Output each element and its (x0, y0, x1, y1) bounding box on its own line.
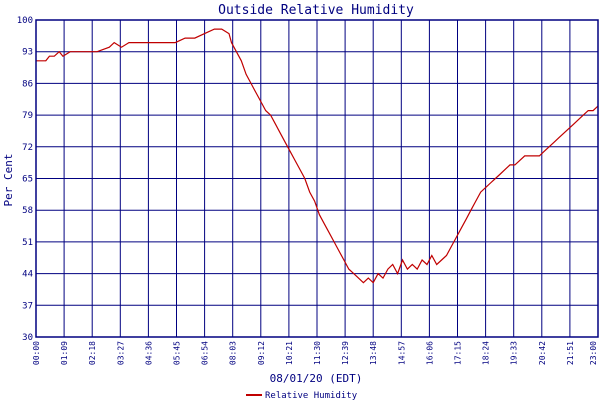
y-tick-label: 30 (22, 333, 33, 343)
x-axis-label: 08/01/20 (EDT) (270, 372, 363, 385)
x-tick-label: 13:48 (369, 341, 378, 365)
x-axis-ticks: 00:00 01:09 02:18 03:27 04:36 05:45 06:54 08:03… (32, 341, 598, 365)
x-tick-label: 12:39 (341, 341, 350, 365)
grid (35, 19, 599, 338)
y-tick-label: 58 (22, 206, 33, 216)
x-tick-label: 20:42 (538, 341, 547, 365)
y-tick-label: 51 (22, 238, 33, 248)
x-tick-label: 10:21 (285, 341, 294, 365)
x-tick-label: 14:57 (397, 341, 406, 365)
x-tick-label: 23:00 (589, 341, 598, 365)
x-tick-label: 08:03 (229, 341, 238, 365)
y-tick-label: 44 (22, 270, 33, 280)
x-tick-label: 03:27 (116, 341, 125, 365)
y-tick-label: 93 (22, 48, 33, 58)
y-axis-ticks: 30 37 44 51 58 65 72 79 86 93 100 (17, 16, 33, 343)
x-tick-label: 17:15 (454, 341, 463, 365)
y-axis-label: Per Cent (2, 154, 15, 207)
x-tick-label: 21:51 (566, 341, 575, 365)
x-tick-label: 18:24 (482, 341, 491, 365)
y-tick-label: 86 (22, 79, 33, 89)
plot-frame (35, 19, 599, 338)
legend-label: Relative Humidity (265, 391, 358, 400)
x-tick-label: 16:06 (425, 341, 434, 365)
series-layer (36, 28, 599, 284)
x-tick-label: 00:00 (32, 341, 41, 365)
x-tick-label: 11:30 (313, 341, 322, 365)
x-tick-label: 06:54 (201, 341, 210, 365)
y-tick-label: 79 (22, 111, 33, 121)
series-line-relative-humidity (36, 28, 599, 284)
y-tick-label: 100 (17, 16, 33, 26)
x-tick-label: 09:12 (257, 341, 266, 365)
y-tick-label: 37 (22, 301, 33, 311)
chart-title: Outside Relative Humidity (218, 3, 414, 18)
x-tick-label: 19:33 (510, 341, 519, 365)
x-tick-label: 05:45 (173, 341, 182, 365)
x-tick-label: 02:18 (88, 341, 97, 365)
legend: Relative Humidity (246, 391, 358, 400)
x-tick-label: 01:09 (60, 341, 69, 365)
y-tick-label: 72 (22, 143, 33, 153)
x-tick-label: 04:36 (144, 341, 153, 365)
y-tick-label: 65 (22, 175, 33, 185)
